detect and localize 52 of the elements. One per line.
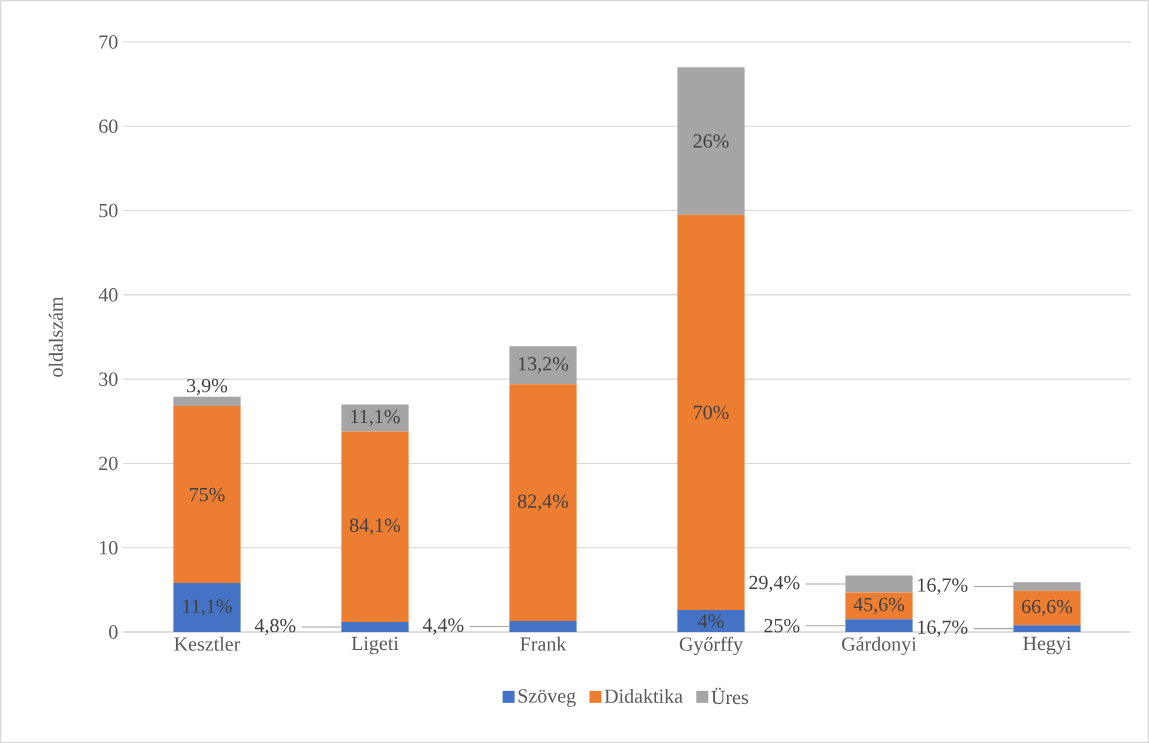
x-tick-label: Kesztler xyxy=(174,636,241,651)
annotation: 13,2% xyxy=(518,357,569,374)
bar xyxy=(173,583,241,632)
annotation: 25% xyxy=(764,618,800,633)
legend-label: Didaktika xyxy=(604,688,683,703)
annotation: 75% xyxy=(189,487,225,502)
bar xyxy=(173,406,241,584)
bar xyxy=(1013,625,1081,632)
annotation: 11,1% xyxy=(183,599,232,616)
annotation: 26% xyxy=(693,134,729,148)
legend-label: Szöveg xyxy=(518,689,576,707)
x-tick-label: Frank xyxy=(520,636,567,651)
annotation: 29,4% xyxy=(749,575,800,593)
bar xyxy=(509,346,577,385)
y-axis-title: oldalszám xyxy=(48,296,63,377)
bar xyxy=(341,431,409,622)
annotation: 16,7% xyxy=(918,578,968,595)
y-tick-label: 10 xyxy=(100,540,118,555)
bar xyxy=(1013,590,1081,626)
y-tick-label: 50 xyxy=(99,203,118,218)
annotation: 84,1% xyxy=(349,518,401,535)
x-tick-label: Gárdonyi xyxy=(842,636,917,655)
annotation: 4,4% xyxy=(422,618,464,635)
annotation: 16,7% xyxy=(918,620,968,637)
bar xyxy=(509,621,577,632)
legend-label: Üres xyxy=(711,687,749,705)
bar xyxy=(341,621,409,632)
annotation: 4,8% xyxy=(254,618,296,636)
bar xyxy=(845,619,913,632)
y-tick-label: 30 xyxy=(99,372,118,386)
bar xyxy=(677,67,745,215)
bar xyxy=(845,592,913,620)
y-tick-label: 70 xyxy=(99,35,118,49)
annotation: 70% xyxy=(693,405,729,420)
y-tick-label: 60 xyxy=(99,119,118,134)
annotation: 66,6% xyxy=(1022,599,1073,617)
annotation: 45,6% xyxy=(853,597,905,615)
annotation: 11,1% xyxy=(351,409,400,427)
bar xyxy=(173,396,241,407)
bar xyxy=(341,404,409,432)
x-tick-label: Győrffy xyxy=(679,636,743,656)
x-tick-label: Hegyi xyxy=(1023,636,1072,655)
x-tick-label: Ligeti xyxy=(351,636,399,655)
y-tick-label: 40 xyxy=(98,288,118,302)
annotation: 82,4% xyxy=(517,494,569,511)
annotation: 3,9% xyxy=(187,378,228,396)
bar xyxy=(677,214,745,611)
bar xyxy=(677,610,745,632)
bar xyxy=(509,384,577,622)
y-tick-label: 0 xyxy=(109,625,118,639)
annotation: 4% xyxy=(698,614,724,628)
y-tick-label: 20 xyxy=(99,456,118,471)
